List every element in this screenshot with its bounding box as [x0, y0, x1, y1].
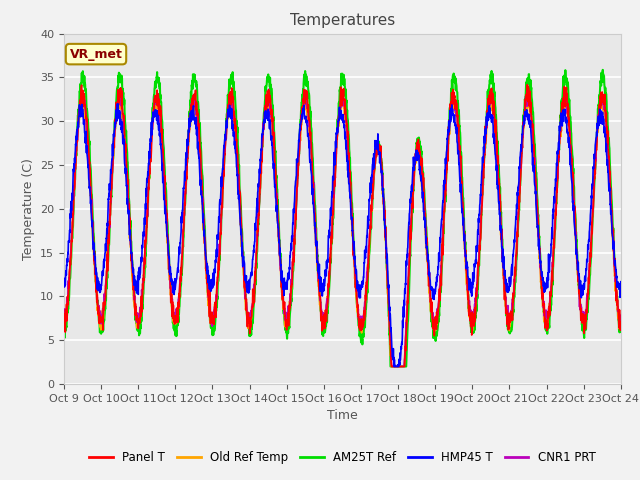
Y-axis label: Temperature (C): Temperature (C) [22, 158, 35, 260]
Legend: Panel T, Old Ref Temp, AM25T Ref, HMP45 T, CNR1 PRT: Panel T, Old Ref Temp, AM25T Ref, HMP45 … [84, 446, 600, 468]
Title: Temperatures: Temperatures [290, 13, 395, 28]
Text: VR_met: VR_met [70, 48, 122, 60]
X-axis label: Time: Time [327, 409, 358, 422]
